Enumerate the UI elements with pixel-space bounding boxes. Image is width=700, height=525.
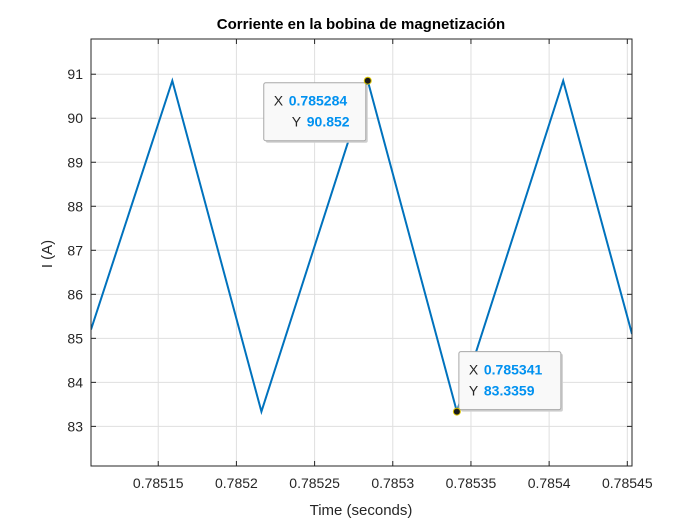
x-tick-label: 0.7852 — [215, 475, 258, 491]
datatip-x-value: 0.785284 — [289, 93, 348, 109]
x-tick-label: 0.7853 — [371, 475, 414, 491]
axes-box — [90, 38, 633, 467]
datatip-box — [263, 82, 367, 142]
x-tick-label: 0.7854 — [528, 475, 571, 491]
datatip-x-value: 0.785341 — [484, 362, 543, 378]
y-tick-label: 84 — [67, 374, 83, 390]
datatip-y-value: 83.3359 — [484, 383, 535, 399]
datatips[interactable]: X 0.785284 Y 90.852 X 0.785341 Y 83.3359 — [263, 76, 563, 416]
x-axis-label: Time (seconds) — [310, 502, 413, 519]
y-tick-label: 85 — [67, 330, 83, 346]
datatip-x-key: X — [469, 362, 479, 378]
datatip-marker[interactable] — [452, 407, 461, 416]
y-tick-label: 90 — [67, 110, 83, 126]
y-tick-label: 83 — [67, 418, 83, 434]
y-tick-label: 87 — [67, 242, 83, 258]
y-tick-label: 89 — [67, 154, 83, 170]
chart-title: Corriente en la bobina de magnetización — [217, 16, 505, 33]
y-tick-label: 86 — [67, 286, 83, 302]
datatip-y-key: Y — [469, 383, 479, 399]
plot-area: 0.78515 0.7852 0.78525 0.7853 0.78535 0.7854 0… — [67, 38, 653, 491]
datatip-box — [458, 351, 562, 411]
grid — [91, 39, 632, 466]
y-tick-label: 88 — [67, 198, 83, 214]
datatip-y-value: 90.852 — [307, 114, 350, 130]
x-tick-label: 0.78535 — [446, 475, 497, 491]
x-tick-label: 0.78515 — [133, 475, 184, 491]
x-tick-label: 0.78525 — [289, 475, 340, 491]
ticks: 0.78515 0.7852 0.78525 0.7853 0.78535 0.7854 0… — [67, 39, 653, 491]
datatip-marker[interactable] — [363, 76, 372, 85]
x-tick-label: 0.78545 — [602, 475, 653, 491]
datatip-x-key: X — [274, 93, 284, 109]
datatip-y-key: Y — [292, 114, 302, 130]
y-axis-label: I (A) — [39, 240, 56, 268]
datatip[interactable]: X 0.785341 Y 83.3359 — [452, 351, 563, 416]
datatip[interactable]: X 0.785284 Y 90.852 — [263, 76, 372, 143]
y-tick-label: 91 — [67, 66, 83, 82]
